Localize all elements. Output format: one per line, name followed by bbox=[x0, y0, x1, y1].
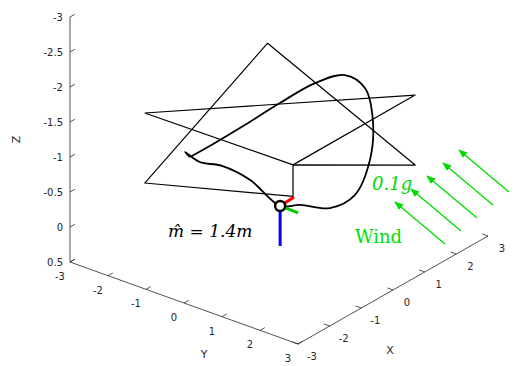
x-tick bbox=[451, 252, 457, 254]
axes: -3 -2 -1 0 1 2 3 -3 -2 -1 0 1 2 3 -3 -2.5 -2 -1.5 -1 -0.5 0 0… bbox=[10, 12, 505, 364]
z-tick-label: -3 bbox=[53, 12, 63, 23]
z-tick bbox=[70, 224, 75, 227]
z-tick bbox=[70, 259, 75, 262]
chart: -3 -2 -1 0 1 2 3 -3 -2 -1 0 1 2 3 -3 -2.5 -2 -1.5 -1 -0.5 0 0… bbox=[0, 0, 516, 366]
wind-arrows bbox=[395, 150, 509, 244]
y-tick bbox=[298, 341, 303, 344]
wind-label: Wind bbox=[355, 226, 402, 247]
gate bbox=[145, 43, 415, 196]
z-tick bbox=[70, 84, 75, 87]
z-tick bbox=[70, 49, 75, 52]
y-tick-label: 1 bbox=[209, 326, 215, 337]
x-tick-label: -2 bbox=[339, 333, 349, 344]
z-tick bbox=[70, 189, 75, 192]
z-tick-label: -1.5 bbox=[43, 117, 63, 128]
z-axis-title: Z bbox=[10, 135, 23, 143]
x-tick-label: 2 bbox=[467, 261, 473, 272]
y-tick-label: -3 bbox=[55, 271, 65, 282]
x-tick-label: 1 bbox=[435, 279, 441, 290]
plot-area bbox=[145, 43, 415, 246]
trajectory bbox=[185, 75, 373, 209]
x-tick-label: 0 bbox=[404, 297, 410, 308]
vehicle bbox=[275, 197, 298, 246]
x-tick-label: -3 bbox=[307, 351, 317, 362]
y-tick-label: -2 bbox=[93, 285, 103, 296]
z-tick bbox=[70, 119, 75, 122]
z-tick-label: -2 bbox=[53, 82, 63, 93]
x-tick bbox=[356, 306, 362, 308]
y-tick bbox=[260, 328, 265, 331]
y-tick bbox=[108, 273, 113, 276]
x-axis-line bbox=[298, 236, 488, 344]
z-tick-label: -2.5 bbox=[43, 47, 63, 58]
y-tick-label: 0 bbox=[171, 312, 177, 323]
y-axis-title: Y bbox=[200, 348, 208, 361]
z-tick-label: 0 bbox=[57, 222, 63, 233]
x-tick bbox=[482, 234, 488, 236]
z-tick bbox=[70, 14, 75, 17]
y-tick bbox=[146, 287, 151, 290]
wind-arrow bbox=[395, 202, 445, 244]
y-tick bbox=[70, 259, 75, 262]
wind-arrow bbox=[459, 150, 509, 192]
mass-label: m̂ = 1.4m bbox=[168, 221, 252, 241]
wind-arrow bbox=[411, 189, 461, 231]
y-tick bbox=[184, 300, 189, 303]
vehicle-body bbox=[275, 201, 285, 211]
y-axis-line bbox=[70, 262, 298, 344]
x-tick-label: -1 bbox=[370, 315, 380, 326]
x-axis-title: X bbox=[386, 344, 394, 357]
wind-magnitude-label: 0.1g bbox=[372, 173, 412, 194]
z-tick bbox=[70, 154, 75, 157]
x-tick bbox=[324, 324, 330, 326]
x-tick-label: 3 bbox=[499, 243, 505, 254]
y-tick-label: -1 bbox=[131, 298, 141, 309]
wind-arrow bbox=[443, 163, 493, 205]
y-tick-label: 2 bbox=[247, 339, 253, 350]
z-tick-label: 0.5 bbox=[47, 257, 63, 268]
gate bbox=[145, 95, 415, 165]
x-tick bbox=[387, 288, 393, 290]
x-tick bbox=[292, 342, 298, 344]
z-tick-label: -0.5 bbox=[43, 187, 63, 198]
wind-arrow bbox=[427, 176, 477, 218]
x-tick bbox=[419, 270, 425, 272]
y-tick-label: 3 bbox=[285, 353, 291, 364]
z-axis-line bbox=[70, 17, 71, 262]
y-tick bbox=[222, 314, 227, 317]
z-tick-label: -1 bbox=[53, 152, 63, 163]
